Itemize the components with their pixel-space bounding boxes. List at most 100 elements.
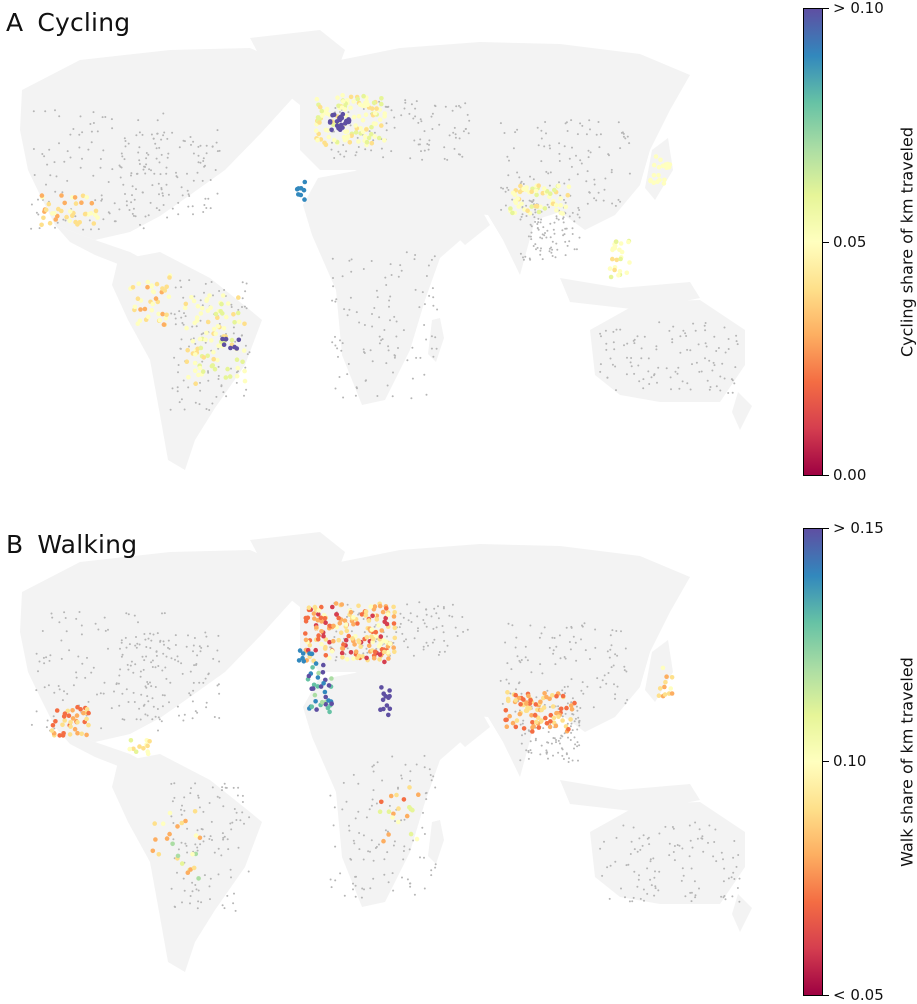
city-no-data-dot xyxy=(209,877,212,880)
city-no-data-dot xyxy=(552,652,555,655)
city-no-data-dot xyxy=(444,105,447,108)
city-no-data-dot xyxy=(640,347,643,350)
city-no-data-dot xyxy=(237,846,240,849)
city-no-data-dot xyxy=(218,149,221,152)
city-no-data-dot xyxy=(432,775,435,778)
city-no-data-dot xyxy=(630,365,633,368)
city-no-data-dot xyxy=(194,884,197,886)
city-no-data-dot xyxy=(406,603,409,606)
city-share-dot xyxy=(339,602,345,607)
city-share-dot xyxy=(566,727,571,732)
city-share-dot xyxy=(372,110,378,116)
city-no-data-dot xyxy=(553,232,556,235)
city-no-data-dot xyxy=(196,711,199,714)
city-share-dot xyxy=(68,209,73,214)
city-no-data-dot xyxy=(566,722,569,725)
city-no-data-dot xyxy=(182,296,185,299)
city-no-data-dot xyxy=(427,264,430,267)
city-no-data-dot xyxy=(708,359,711,362)
city-no-data-dot xyxy=(681,380,684,383)
city-no-data-dot xyxy=(443,639,446,642)
city-no-data-dot xyxy=(632,339,635,342)
city-no-data-dot xyxy=(599,686,602,689)
city-no-data-dot xyxy=(650,376,653,379)
city-no-data-dot xyxy=(607,672,610,674)
city-share-dot xyxy=(374,106,379,111)
city-no-data-dot xyxy=(96,130,99,133)
city-no-data-dot xyxy=(54,226,56,229)
city-no-data-dot xyxy=(646,892,649,895)
city-no-data-dot xyxy=(408,112,411,115)
city-share-dot xyxy=(384,606,389,611)
city-share-dot xyxy=(369,131,374,137)
city-share-dot xyxy=(532,712,538,718)
city-no-data-dot xyxy=(442,607,445,610)
city-no-data-dot xyxy=(576,133,579,136)
city-no-data-dot xyxy=(241,811,244,814)
city-no-data-dot xyxy=(684,332,687,335)
city-no-data-dot xyxy=(230,367,232,370)
city-no-data-dot xyxy=(187,205,190,208)
city-share-dot xyxy=(410,807,415,813)
city-no-data-dot xyxy=(606,650,609,653)
city-no-data-dot xyxy=(392,641,395,644)
city-no-data-dot xyxy=(207,197,210,200)
city-share-dot xyxy=(137,318,143,324)
city-no-data-dot xyxy=(647,357,650,360)
city-no-data-dot xyxy=(191,717,194,720)
city-share-dot xyxy=(232,320,237,325)
city-no-data-dot xyxy=(373,625,376,628)
city-share-dot xyxy=(307,642,313,648)
city-no-data-dot xyxy=(397,787,399,790)
city-share-dot xyxy=(563,204,569,210)
city-share-dot xyxy=(80,193,86,199)
city-no-data-dot xyxy=(629,361,632,364)
city-share-dot xyxy=(49,728,55,733)
city-share-dot xyxy=(382,138,387,143)
city-share-dot xyxy=(205,308,211,314)
city-share-dot xyxy=(211,349,216,355)
city-no-data-dot xyxy=(87,700,90,703)
city-no-data-dot xyxy=(182,379,185,382)
city-no-data-dot xyxy=(245,307,248,310)
city-share-dot xyxy=(344,622,349,627)
city-share-dot xyxy=(363,112,369,117)
city-no-data-dot xyxy=(345,800,348,803)
city-no-data-dot xyxy=(371,325,374,328)
city-no-data-dot xyxy=(545,752,548,755)
city-no-data-dot xyxy=(41,630,44,632)
city-no-data-dot xyxy=(579,707,582,709)
city-no-data-dot xyxy=(559,737,562,740)
city-no-data-dot xyxy=(363,631,366,634)
city-no-data-dot xyxy=(453,126,456,129)
city-no-data-dot xyxy=(568,240,571,243)
city-no-data-dot xyxy=(141,133,144,136)
city-share-dot xyxy=(319,629,324,634)
city-no-data-dot xyxy=(180,662,183,665)
city-share-dot xyxy=(377,117,383,122)
city-no-data-dot xyxy=(241,281,244,284)
city-no-data-dot xyxy=(536,223,539,225)
city-no-data-dot xyxy=(343,155,346,158)
city-no-data-dot xyxy=(133,701,136,703)
city-no-data-dot xyxy=(183,796,186,799)
city-no-data-dot xyxy=(145,157,148,160)
city-no-data-dot xyxy=(378,316,381,319)
city-share-dot xyxy=(533,188,539,194)
city-share-dot xyxy=(542,691,547,696)
city-share-dot xyxy=(209,363,215,369)
city-share-dot xyxy=(662,684,667,690)
city-no-data-dot xyxy=(354,817,357,820)
landmass-new-zealand xyxy=(732,894,752,932)
cycling-tick-top xyxy=(823,8,829,9)
city-no-data-dot xyxy=(672,851,675,853)
city-no-data-dot xyxy=(333,157,336,159)
city-share-dot xyxy=(303,619,309,624)
city-no-data-dot xyxy=(727,877,730,880)
city-share-dot xyxy=(351,99,356,104)
city-share-dot xyxy=(145,284,150,290)
city-no-data-dot xyxy=(193,664,196,667)
city-no-data-dot xyxy=(181,194,184,197)
city-share-dot xyxy=(510,210,515,216)
city-no-data-dot xyxy=(579,159,582,162)
